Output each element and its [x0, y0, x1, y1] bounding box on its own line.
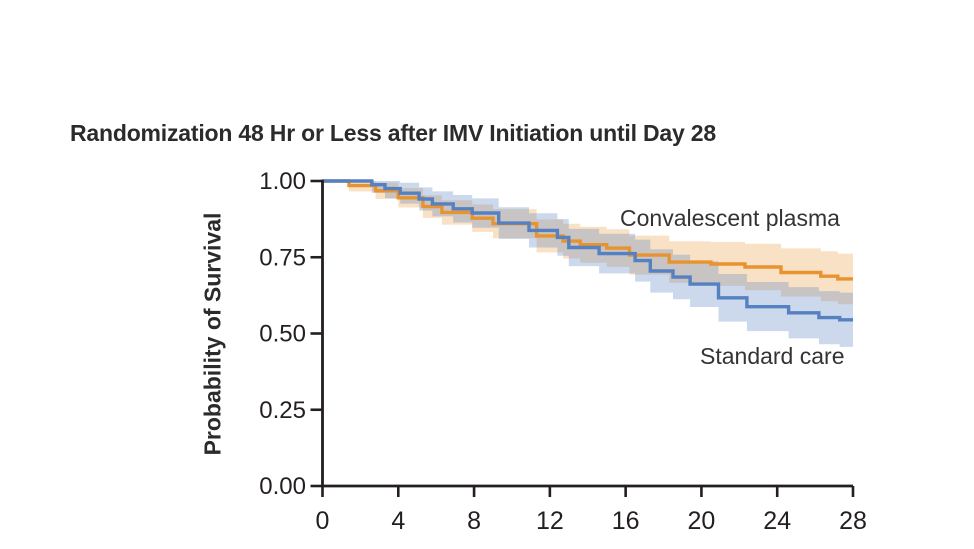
x-tick-label: 20	[688, 507, 716, 535]
survival-curve-standard-care	[322, 179, 853, 322]
x-tick-label: 0	[316, 507, 330, 535]
y-tick-label: 0.75	[259, 244, 306, 271]
legend-label-standard-care: Standard care	[700, 343, 845, 369]
x-tick-label: 4	[391, 507, 405, 535]
y-tick-label: 0.25	[259, 397, 306, 424]
x-tick-label: 12	[536, 507, 564, 535]
ci-band-standard-care	[322, 181, 853, 347]
y-tick-label: 1.00	[259, 168, 306, 195]
legend-label-convalescent-plasma: Convalescent plasma	[620, 205, 840, 231]
x-tick-label: 16	[612, 507, 640, 535]
survival-curve-convalescent-plasma	[322, 179, 853, 281]
x-tick-label: 8	[467, 507, 481, 535]
chart-title: Randomization 48 Hr or Less after IMV In…	[70, 120, 716, 146]
y-tick-label: 0.50	[259, 321, 306, 348]
y-tick-label: 0.00	[259, 473, 306, 500]
x-tick-label: 28	[839, 507, 867, 535]
x-tick-label: 24	[763, 507, 791, 535]
